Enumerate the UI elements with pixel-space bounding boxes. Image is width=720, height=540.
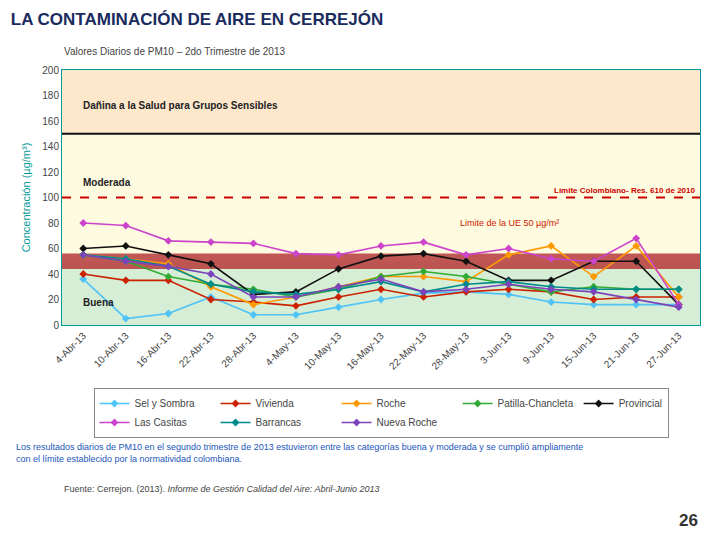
svg-text:3-Jun-13: 3-Jun-13 — [478, 330, 514, 366]
svg-text:140: 140 — [42, 141, 59, 152]
svg-text:10-May-13: 10-May-13 — [302, 330, 344, 372]
svg-text:LA CONTAMINACIÓN DE AIRE EN CE: LA CONTAMINACIÓN DE AIRE EN CERREJÓN — [11, 10, 383, 29]
svg-text:15-Jun-13: 15-Jun-13 — [559, 330, 599, 370]
svg-text:22-May-13: 22-May-13 — [387, 330, 429, 372]
svg-text:200: 200 — [42, 65, 59, 76]
svg-text:Provincial: Provincial — [619, 398, 662, 409]
svg-text:Nueva Roche: Nueva Roche — [377, 417, 438, 428]
svg-text:27-Jun-13: 27-Jun-13 — [644, 330, 684, 370]
svg-text:Limite de la UE 50 µg/m²: Limite de la UE 50 µg/m² — [460, 218, 559, 228]
svg-text:Sel y Sombra: Sel y Sombra — [135, 398, 195, 409]
svg-text:28-Abr-13: 28-Abr-13 — [219, 330, 259, 370]
svg-text:4-Abr-13: 4-Abr-13 — [53, 330, 89, 366]
svg-text:80: 80 — [48, 218, 60, 229]
svg-text:22-Abr-13: 22-Abr-13 — [177, 330, 217, 370]
svg-text:20: 20 — [48, 294, 60, 305]
svg-text:Barrancas: Barrancas — [256, 417, 302, 428]
svg-text:9-Jun-13: 9-Jun-13 — [520, 330, 556, 366]
svg-text:0: 0 — [53, 320, 59, 331]
svg-text:180: 180 — [42, 90, 59, 101]
svg-text:16-May-13: 16-May-13 — [344, 330, 386, 372]
svg-text:60: 60 — [48, 243, 60, 254]
svg-text:Buena: Buena — [83, 297, 114, 308]
svg-text:Fuente: Cerrejon. (2013). Info: Fuente: Cerrejon. (2013). Informe de Ges… — [64, 484, 380, 494]
svg-text:Patilla-Chancleta: Patilla-Chancleta — [498, 398, 574, 409]
svg-text:160: 160 — [42, 116, 59, 127]
svg-text:Roche: Roche — [377, 398, 406, 409]
svg-text:Moderada: Moderada — [83, 177, 131, 188]
svg-text:Los resultados diarios de PM10: Los resultados diarios de PM10 en el seg… — [16, 442, 583, 464]
svg-text:Límite Colombiano- Res. 610 de: Límite Colombiano- Res. 610 de 2010 — [554, 186, 695, 195]
svg-text:4-May-13: 4-May-13 — [263, 330, 301, 368]
svg-text:Dañina a la Salud para Grupos: Dañina a la Salud para Grupos Sensibles — [83, 100, 278, 111]
svg-text:Las Casitas: Las Casitas — [135, 417, 187, 428]
svg-text:120: 120 — [42, 167, 59, 178]
svg-text:16-Abr-13: 16-Abr-13 — [134, 330, 174, 370]
svg-text:26: 26 — [679, 511, 698, 530]
svg-text:10-Abr-13: 10-Abr-13 — [92, 330, 132, 370]
svg-text:Vivienda: Vivienda — [256, 398, 295, 409]
svg-text:21-Jun-13: 21-Jun-13 — [602, 330, 642, 370]
svg-text:40: 40 — [48, 269, 60, 280]
svg-text:100: 100 — [42, 192, 59, 203]
svg-text:Concentración (µg/m³): Concentración (µg/m³) — [20, 143, 32, 253]
svg-text:Valores Diarios de PM10 – 2do: Valores Diarios de PM10 – 2do Trimestre … — [64, 46, 285, 57]
svg-text:28-May-13: 28-May-13 — [429, 330, 471, 372]
